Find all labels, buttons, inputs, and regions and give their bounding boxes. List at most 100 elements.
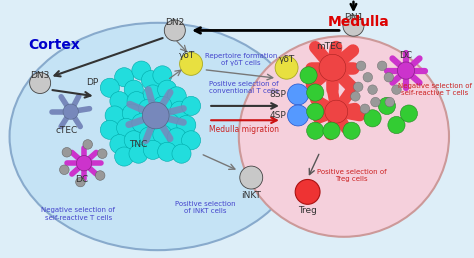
Text: Positive selection
of iNKT cells: Positive selection of iNKT cells	[175, 201, 236, 214]
Text: Medulla migration: Medulla migration	[209, 125, 279, 134]
Circle shape	[354, 82, 363, 92]
Circle shape	[110, 92, 129, 111]
Circle shape	[124, 131, 143, 150]
Text: Repertoire formation
of γδT cells: Repertoire formation of γδT cells	[205, 53, 277, 66]
Circle shape	[124, 80, 143, 99]
Circle shape	[182, 131, 201, 150]
Circle shape	[76, 156, 91, 171]
Circle shape	[100, 120, 119, 139]
Circle shape	[288, 105, 309, 126]
Circle shape	[295, 180, 320, 204]
Circle shape	[378, 97, 395, 115]
Text: Positive selection of
Treg cells: Positive selection of Treg cells	[317, 169, 386, 182]
Text: DN3: DN3	[30, 71, 50, 79]
Circle shape	[388, 116, 405, 134]
Text: cTEC: cTEC	[56, 126, 78, 135]
Text: DN2: DN2	[165, 18, 184, 27]
Circle shape	[63, 104, 78, 119]
Circle shape	[60, 165, 69, 175]
Circle shape	[397, 62, 415, 79]
Circle shape	[132, 114, 151, 133]
Circle shape	[368, 85, 377, 94]
Circle shape	[83, 140, 92, 149]
Circle shape	[275, 56, 298, 79]
Circle shape	[127, 92, 146, 111]
Circle shape	[307, 103, 324, 120]
Circle shape	[360, 104, 370, 114]
Text: γδT: γδT	[179, 51, 195, 60]
Circle shape	[307, 122, 324, 139]
Circle shape	[385, 97, 394, 107]
Circle shape	[172, 144, 191, 163]
Circle shape	[177, 116, 196, 135]
Circle shape	[29, 72, 51, 93]
Circle shape	[392, 85, 401, 94]
Circle shape	[62, 148, 72, 157]
Circle shape	[115, 68, 134, 87]
Text: 8SP: 8SP	[270, 90, 287, 99]
Circle shape	[167, 128, 186, 147]
Circle shape	[400, 105, 418, 122]
FancyBboxPatch shape	[0, 5, 458, 258]
Circle shape	[319, 54, 346, 81]
Circle shape	[351, 92, 360, 101]
Text: TNC: TNC	[129, 140, 148, 149]
Circle shape	[122, 104, 141, 123]
Circle shape	[129, 144, 148, 163]
Circle shape	[323, 122, 340, 139]
Text: DP: DP	[86, 78, 99, 87]
Circle shape	[115, 147, 134, 166]
Circle shape	[240, 166, 263, 189]
Circle shape	[307, 84, 324, 101]
Circle shape	[95, 171, 105, 180]
Circle shape	[364, 110, 381, 127]
Circle shape	[170, 101, 189, 120]
Circle shape	[110, 135, 129, 154]
Circle shape	[384, 72, 393, 82]
Circle shape	[153, 66, 172, 85]
Circle shape	[288, 84, 309, 105]
Circle shape	[139, 127, 159, 146]
Circle shape	[182, 96, 201, 116]
Ellipse shape	[9, 23, 306, 250]
Circle shape	[363, 72, 373, 82]
Circle shape	[146, 111, 165, 130]
Text: DN1: DN1	[344, 13, 363, 22]
Text: Negative selection of
self-reactive T cells: Negative selection of self-reactive T ce…	[41, 207, 115, 221]
Text: mTEC: mTEC	[317, 42, 343, 51]
Circle shape	[153, 125, 172, 144]
Circle shape	[143, 85, 163, 104]
Text: 4SP: 4SP	[270, 111, 287, 120]
Circle shape	[343, 122, 360, 139]
Circle shape	[143, 140, 163, 159]
Circle shape	[138, 99, 158, 118]
Text: Cortex: Cortex	[28, 38, 81, 52]
Circle shape	[167, 87, 186, 106]
Text: Treg: Treg	[298, 206, 317, 215]
Circle shape	[371, 97, 380, 107]
Text: γδT: γδT	[278, 55, 295, 64]
Circle shape	[300, 67, 317, 84]
Text: Positive selection of
conventional T cells: Positive selection of conventional T cel…	[209, 82, 279, 94]
Circle shape	[98, 149, 107, 158]
Circle shape	[76, 177, 85, 187]
Circle shape	[141, 71, 161, 90]
Circle shape	[132, 61, 151, 80]
Circle shape	[158, 142, 177, 161]
Circle shape	[158, 80, 177, 99]
Circle shape	[100, 78, 119, 97]
Text: iNKT: iNKT	[241, 191, 261, 200]
Circle shape	[153, 96, 172, 116]
Circle shape	[343, 15, 364, 36]
Ellipse shape	[239, 36, 449, 237]
Circle shape	[117, 118, 136, 138]
Circle shape	[142, 102, 169, 129]
Circle shape	[377, 61, 387, 71]
Circle shape	[325, 100, 348, 123]
Text: Medulla: Medulla	[328, 15, 389, 29]
Text: DC: DC	[400, 51, 412, 60]
Circle shape	[356, 61, 366, 71]
Text: Negative selection of
self-reactive T cells: Negative selection of self-reactive T ce…	[398, 83, 472, 96]
Circle shape	[164, 20, 185, 41]
Circle shape	[161, 114, 180, 133]
